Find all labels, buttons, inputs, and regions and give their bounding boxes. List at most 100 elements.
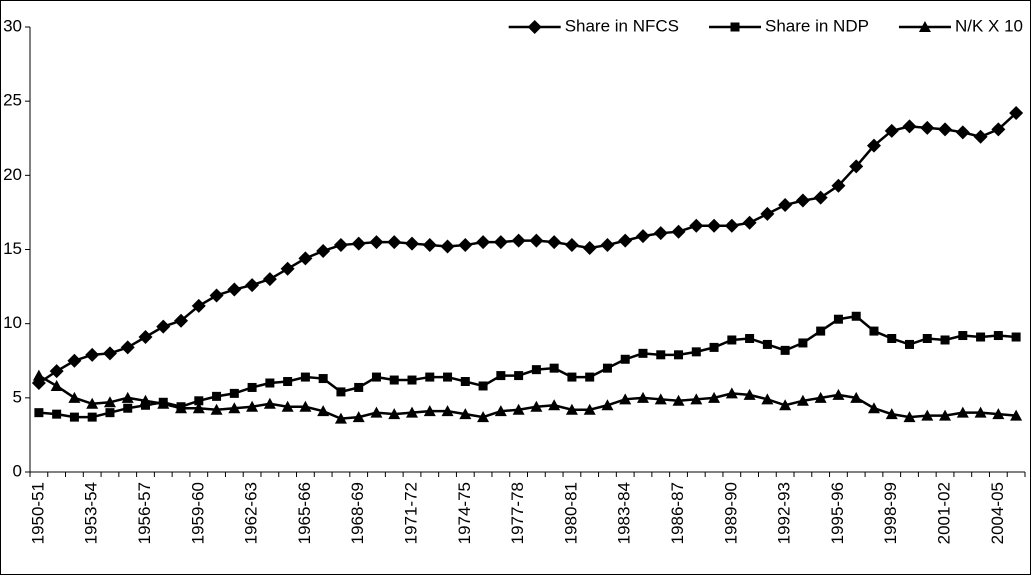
marker-diamond [920,120,935,135]
marker-square [869,326,879,336]
marker-diamond [671,224,686,239]
marker-diamond [227,282,242,297]
marker-square [851,311,861,321]
marker-square [709,342,719,352]
marker-triangle [565,403,578,415]
marker-triangle [921,409,934,421]
marker-square [389,375,399,385]
marker-triangle [317,405,330,417]
marker-diamond [333,238,348,253]
marker-triangle [50,379,63,391]
marker-diamond [707,218,722,233]
marker-diamond [760,206,775,221]
x-tick-label: 2001-02 [935,482,954,544]
marker-diamond [511,233,526,248]
marker-square [620,354,630,364]
marker-triangle [494,405,507,417]
marker-diamond [849,159,864,174]
x-tick-label: 1950-51 [28,482,47,544]
legend-label: N/K X 10 [955,16,1023,35]
marker-square [762,339,772,349]
marker-diamond [582,241,597,256]
marker-diamond [547,235,562,250]
marker-square [407,375,417,385]
marker-square [745,334,755,343]
marker-triangle [779,399,792,411]
marker-square [229,388,239,398]
marker-diamond [280,261,295,276]
marker-triangle [370,406,383,418]
marker-triangle [68,391,81,403]
marker-triangle [228,402,241,414]
marker-diamond [262,272,277,287]
marker-square [87,412,97,422]
marker-triangle [903,411,916,423]
marker-diamond [422,238,437,253]
marker-square [460,377,470,387]
marker-triangle [352,411,365,423]
marker-triangle [672,394,685,406]
marker-triangle [885,408,898,420]
marker-square [905,339,915,349]
marker-triangle [512,403,525,415]
marker-triangle [601,399,614,411]
marker-diamond [973,129,988,144]
marker-square [549,363,559,373]
marker-triangle [725,387,738,399]
marker-square [194,396,204,406]
x-tick-label: 1977-78 [508,482,527,544]
marker-square [976,332,986,342]
marker-square [1011,332,1021,342]
x-tick-label: 1983-84 [615,482,634,544]
y-tick-label: 30 [3,16,22,35]
legend-marker [527,20,542,34]
marker-square [336,387,346,397]
marker-diamond [742,215,757,230]
legend-label: Share in NFCS [565,16,679,35]
marker-triangle [192,402,205,414]
legend-label: Share in NDP [765,16,869,35]
marker-diamond [49,364,64,379]
marker-diamond [174,313,189,328]
marker-diamond [778,198,793,212]
y-tick-label: 15 [3,239,22,258]
x-tick-label: 1971-72 [401,482,420,544]
marker-square [780,345,790,355]
marker-diamond [85,347,100,362]
marker-square [34,408,44,418]
marker-triangle [477,411,490,423]
marker-triangle [175,402,188,414]
marker-triangle [103,396,116,408]
marker-triangle [814,391,827,403]
marker-diamond [191,298,206,313]
marker-diamond [493,235,508,250]
marker-square [283,377,293,387]
x-tick-label: 1986-87 [668,482,687,544]
legend-marker [918,21,931,32]
marker-triangle [299,400,312,412]
marker-square [318,374,328,384]
marker-square [567,372,577,382]
marker-square [105,408,115,418]
x-tick-label: 1980-81 [561,482,580,544]
marker-diamond [138,330,153,345]
marker-triangle [263,397,276,409]
marker-square [531,365,541,375]
marker-diamond [458,238,473,253]
marker-triangle [867,402,880,414]
marker-square [478,381,488,391]
marker-diamond [831,178,846,193]
marker-diamond [476,235,491,250]
marker-diamond [351,236,366,251]
marker-triangle [708,391,721,403]
marker-triangle [992,408,1005,420]
marker-triangle [157,397,170,409]
marker-diamond [209,288,224,303]
x-tick-label: 1956-57 [135,482,154,544]
marker-diamond [938,122,953,137]
x-tick-label: 1968-69 [348,482,367,544]
marker-triangle [690,393,703,405]
marker-diamond [316,243,331,258]
marker-diamond [600,238,615,253]
